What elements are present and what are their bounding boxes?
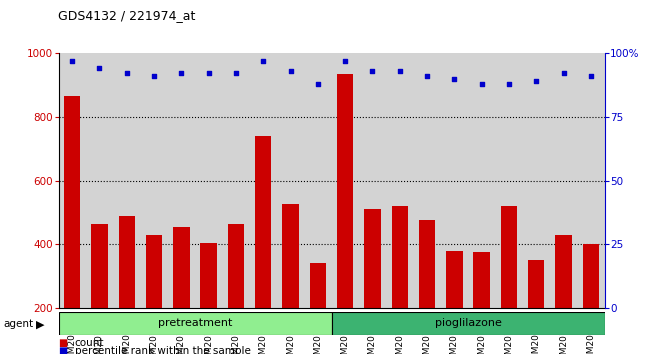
Bar: [555, 235, 572, 354]
Text: ■: ■: [58, 338, 68, 348]
Bar: [500, 206, 517, 354]
Text: agent: agent: [3, 319, 33, 329]
Point: [203, 71, 214, 76]
Point: [531, 78, 541, 84]
Bar: [282, 205, 299, 354]
Point: [231, 71, 241, 76]
Bar: [364, 209, 381, 354]
Bar: [337, 74, 354, 354]
Point: [176, 71, 187, 76]
Text: ■: ■: [58, 346, 68, 354]
Point: [395, 68, 405, 74]
Bar: [446, 251, 463, 354]
Text: GDS4132 / 221974_at: GDS4132 / 221974_at: [58, 9, 196, 22]
Bar: [118, 216, 135, 354]
Bar: [391, 206, 408, 354]
Bar: [91, 224, 108, 354]
Bar: [58, 312, 332, 335]
Bar: [528, 260, 545, 354]
Bar: [309, 263, 326, 354]
Bar: [227, 224, 244, 354]
Bar: [146, 235, 162, 354]
Bar: [332, 312, 604, 335]
Point: [67, 58, 77, 64]
Point: [340, 58, 350, 64]
Bar: [582, 244, 599, 354]
Point: [94, 65, 105, 71]
Text: ▶: ▶: [36, 320, 44, 330]
Text: count: count: [75, 338, 104, 348]
Bar: [173, 227, 190, 354]
Point: [586, 73, 596, 79]
Bar: [419, 220, 436, 354]
Bar: [64, 96, 81, 354]
Point: [285, 68, 296, 74]
Point: [476, 81, 487, 86]
Point: [449, 76, 460, 81]
Point: [367, 68, 378, 74]
Bar: [255, 136, 272, 354]
Point: [313, 81, 323, 86]
Point: [122, 71, 132, 76]
Point: [504, 81, 514, 86]
Point: [558, 71, 569, 76]
Bar: [473, 252, 490, 354]
Point: [422, 73, 432, 79]
Bar: [200, 243, 217, 354]
Point: [258, 58, 268, 64]
Text: pioglilazone: pioglilazone: [435, 318, 501, 328]
Text: pretreatment: pretreatment: [158, 318, 232, 328]
Text: percentile rank within the sample: percentile rank within the sample: [75, 346, 251, 354]
Point: [149, 73, 159, 79]
